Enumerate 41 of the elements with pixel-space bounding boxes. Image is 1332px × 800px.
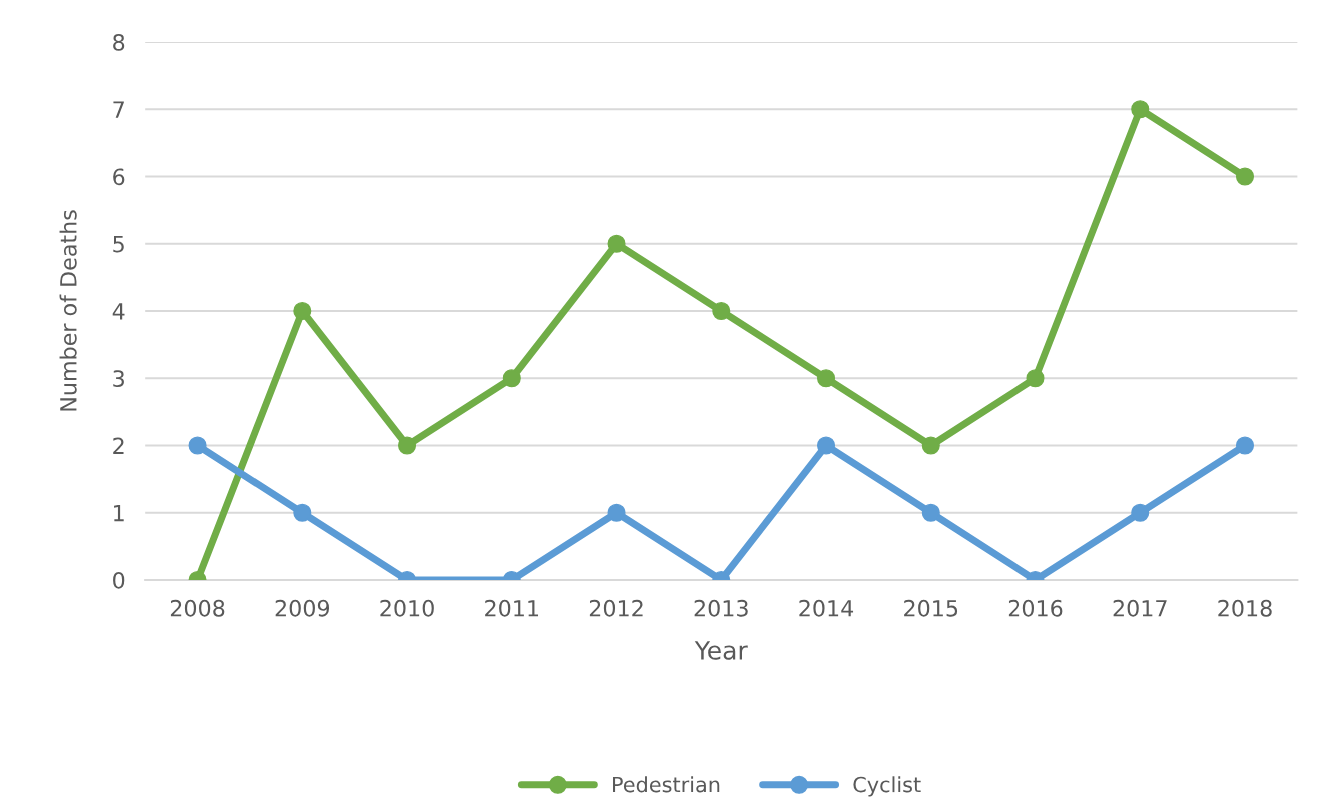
y-tick-label: 4 <box>112 303 125 320</box>
y-tick-label: 0 <box>113 571 125 589</box>
x-tick-label: 2017 <box>1113 599 1167 617</box>
point <box>188 436 207 455</box>
x-tick-label: 2014 <box>799 599 854 617</box>
point <box>293 301 312 321</box>
y-axis-title: Number of Deaths <box>59 210 77 411</box>
x-tick-label: 2013 <box>694 599 748 617</box>
point <box>1131 100 1150 119</box>
y-tick-label: 2 <box>113 437 124 454</box>
x-tick-label: 2012 <box>589 599 643 617</box>
y-tick-label: 5 <box>113 235 124 253</box>
x-axis-title: Year <box>694 641 748 660</box>
point <box>816 369 836 388</box>
point <box>712 301 731 321</box>
legend-label: Pedestrian <box>613 776 720 793</box>
point <box>1235 167 1255 186</box>
point <box>502 369 521 388</box>
x-tick-label: 2010 <box>380 599 434 617</box>
legend-label: Cyclist <box>853 776 921 797</box>
x-tick-label: 2008 <box>170 599 225 617</box>
point <box>398 436 417 455</box>
y-tick-label: 8 <box>113 33 125 51</box>
x-tick-label: 2011 <box>485 599 539 617</box>
point <box>607 234 626 253</box>
point <box>816 436 836 455</box>
point <box>293 503 312 522</box>
point <box>1131 503 1150 522</box>
point <box>921 436 940 455</box>
y-tick-label: 7 <box>113 101 124 118</box>
point <box>1026 369 1045 388</box>
y-tick-label: 6 <box>113 168 125 186</box>
x-tick-label: 2015 <box>904 599 958 617</box>
x-tick-label: 2016 <box>1008 599 1063 617</box>
point <box>607 503 626 522</box>
x-tick-label: 2009 <box>275 599 330 617</box>
y-tick-label: 3 <box>113 370 124 388</box>
point <box>921 503 940 522</box>
y-tick-label: 1 <box>114 504 124 522</box>
point <box>1235 436 1255 455</box>
x-tick-label: 2018 <box>1218 599 1272 617</box>
